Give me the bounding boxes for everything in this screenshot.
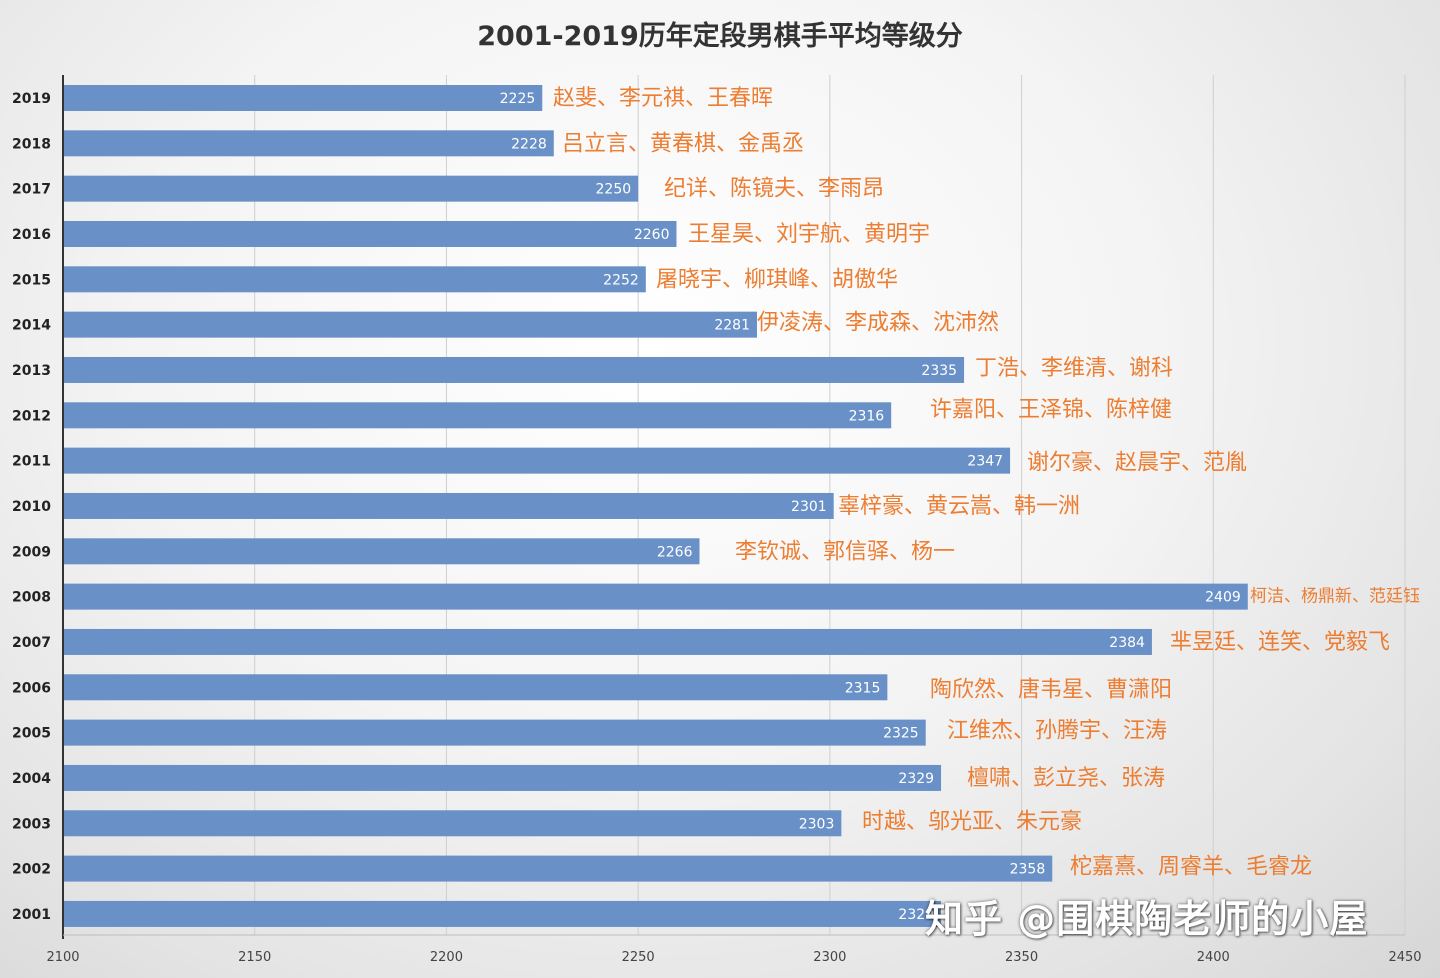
bar-2015: [63, 266, 646, 293]
bar-2002: [63, 855, 1053, 882]
bar-value-label: 2228: [511, 136, 547, 152]
bar-2011: [63, 447, 1011, 474]
bar-2003: [63, 810, 842, 837]
bar-value-label: 2281: [714, 318, 750, 334]
x-tick-label: 2250: [622, 950, 655, 965]
bar-annotation: 赵斐、李元祺、王春晖: [553, 86, 773, 111]
bar-value-label: 2316: [849, 408, 885, 424]
axes: [62, 75, 1405, 939]
x-tick-label: 2350: [1005, 950, 1038, 965]
bar-2004: [63, 764, 942, 791]
y-category-label: 2001: [12, 907, 51, 923]
bar-annotation: 李钦诚、郭信驿、杨一: [735, 539, 955, 564]
bar-annotation: 江维杰、孙腾宇、汪涛: [947, 719, 1167, 744]
bar-value-label: 2301: [791, 499, 827, 515]
labels: 2100 2150 2200 2250 2300 2350 2400 2450 2019 2225…: [12, 86, 1422, 965]
y-category-label: 2010: [12, 499, 51, 515]
bar-annotation: 丁浩、李维清、谢科: [975, 356, 1173, 381]
bar-annotation: 时越、邬光亚、朱元豪: [862, 809, 1082, 834]
x-tick-label: 2100: [46, 950, 79, 965]
bar-2001: [63, 900, 942, 927]
bar-annotation: 陶欣然、唐韦星、曹潇阳: [930, 677, 1172, 702]
bar-annotation: 柯洁、杨鼎新、范廷钰: [1250, 587, 1420, 607]
x-tick-label: 2450: [1388, 950, 1421, 965]
bar-value-label: 2225: [500, 91, 536, 107]
bar-annotation: 许嘉阳、王泽锦、陈梓健: [930, 397, 1172, 422]
watermark-text: 知乎 @围棋陶老师的小屋: [925, 897, 1369, 941]
y-category-label: 2015: [12, 272, 51, 288]
y-category-label: 2005: [12, 726, 51, 742]
bar-annotation: 檀啸、彭立尧、张涛: [967, 766, 1165, 791]
bar-value-label: 2384: [1109, 635, 1145, 651]
chart-title: 2001-2019历年定段男棋手平均等级分: [477, 20, 963, 52]
y-category-label: 2011: [12, 454, 51, 470]
bar-2016: [63, 220, 677, 247]
bar-2006: [63, 674, 888, 701]
bar-annotation: 屠晓宇、柳琪峰、胡傲华: [656, 267, 898, 292]
y-category-label: 2009: [12, 544, 51, 560]
y-category-label: 2007: [12, 635, 51, 651]
bar-2005: [63, 719, 926, 746]
x-tick-label: 2300: [813, 950, 846, 965]
bar-value-label: 2347: [967, 454, 1003, 470]
bar-2007: [63, 628, 1152, 655]
y-category-label: 2006: [12, 680, 51, 696]
bar-value-label: 2252: [603, 272, 639, 288]
y-category-label: 2017: [12, 182, 51, 198]
bar-annotation: 芈昱廷、连笑、党毅飞: [1170, 630, 1390, 655]
bar-2013: [63, 356, 965, 383]
bar-2012: [63, 402, 892, 429]
y-category-label: 2014: [12, 318, 51, 334]
bar-value-label: 2325: [883, 726, 919, 742]
bar-annotation: 谢尔豪、赵晨宇、范胤: [1027, 451, 1247, 476]
bar-value-label: 2329: [898, 771, 934, 787]
bar-2019: [63, 85, 543, 111]
bar-value-label: 2303: [799, 816, 835, 832]
y-category-label: 2003: [12, 816, 51, 832]
bar-value-label: 2329: [898, 907, 934, 923]
bar-annotation: 吕立言、黄春棋、金禹丞: [562, 131, 804, 156]
y-category-label: 2013: [12, 363, 51, 379]
y-category-label: 2016: [12, 227, 51, 243]
bar-annotation: 王星昊、刘宇航、黄明宇: [688, 222, 930, 247]
bar-2014: [63, 311, 758, 338]
bar-2018: [63, 130, 554, 157]
y-category-label: 2004: [12, 771, 51, 787]
bar-value-label: 2358: [1010, 862, 1046, 878]
bar-value-label: 2315: [845, 680, 881, 696]
bar-value-label: 2335: [921, 363, 957, 379]
y-category-label: 2008: [12, 590, 51, 606]
bar-2008: [63, 583, 1248, 610]
bar-value-label: 2266: [657, 544, 693, 560]
bar-annotation: 柁嘉熹、周睿羊、毛睿龙: [1070, 855, 1312, 880]
bars: [63, 85, 1248, 927]
x-tick-label: 2150: [238, 950, 271, 965]
bar-2009: [63, 538, 700, 565]
bar-2010: [63, 492, 834, 519]
y-category-label: 2019: [12, 91, 51, 107]
bar-annotation: 辜梓豪、黄云嵩、韩一洲: [838, 494, 1080, 519]
bar-annotation: 纪详、陈镜夫、李雨昂: [664, 177, 884, 202]
bar-annotation: 伊凌涛、李成森、沈沛然: [757, 311, 999, 336]
y-category-label: 2002: [12, 862, 51, 878]
bar-value-label: 2250: [596, 182, 632, 198]
bar-2017: [63, 175, 639, 202]
bar-value-label: 2409: [1205, 590, 1241, 606]
y-category-label: 2018: [12, 136, 51, 152]
y-category-label: 2012: [12, 408, 51, 424]
x-tick-label: 2400: [1197, 950, 1230, 965]
bar-value-label: 2260: [634, 227, 670, 243]
x-tick-label: 2200: [430, 950, 463, 965]
